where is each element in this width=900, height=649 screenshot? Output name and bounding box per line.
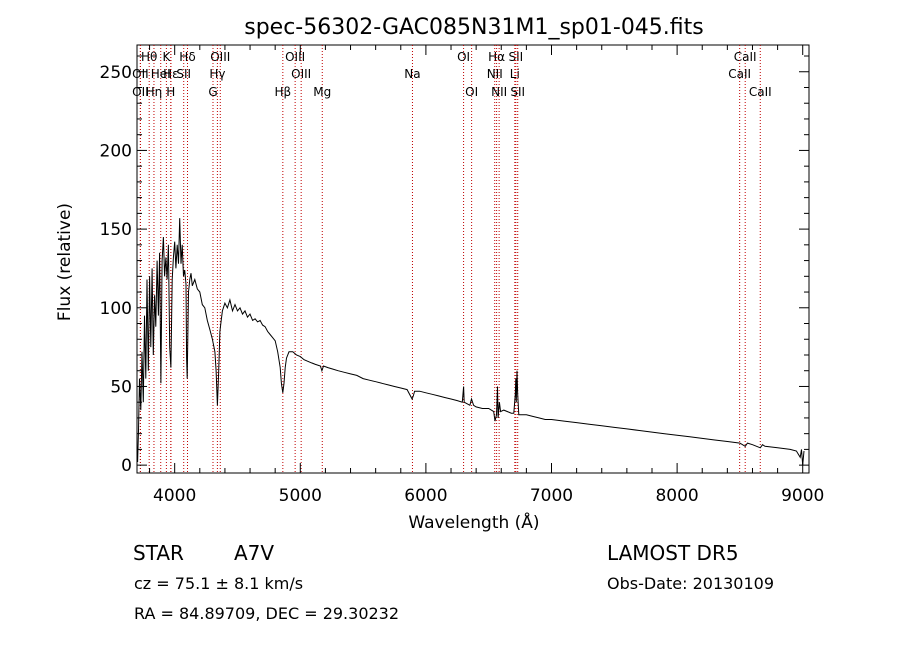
- line-label-SII: SII: [510, 85, 525, 99]
- line-label-OI: OI: [465, 85, 478, 99]
- line-label-CaII: CaII: [749, 85, 772, 99]
- line-label-OII: OII: [132, 85, 149, 99]
- line-label-OII: OII: [132, 67, 149, 81]
- x-tick-label: 4000: [153, 486, 196, 506]
- line-label-Hη: Hη: [146, 85, 163, 99]
- y-tick-label: 0: [121, 456, 132, 476]
- x-tick-label: 9000: [781, 486, 824, 506]
- line-label-NII: NII: [491, 85, 507, 99]
- line-label-OIII: OIII: [291, 67, 311, 81]
- line-label-Hβ: Hβ: [274, 85, 291, 99]
- y-axis-label: Flux (relative): [55, 203, 75, 321]
- line-label-OIII: OIII: [285, 50, 305, 64]
- y-tick-label: 50: [110, 377, 132, 397]
- line-label-SII: SII: [508, 50, 523, 64]
- line-label-Li: Li: [510, 67, 520, 81]
- line-label-CaII: CaII: [728, 67, 751, 81]
- chart-title: spec-56302-GAC085N31M1_sp01-045.fits: [244, 15, 704, 40]
- line-label-Hδ: Hδ: [179, 50, 195, 64]
- line-label-HeI: HeI: [151, 67, 171, 81]
- x-tick-label: 5000: [279, 486, 322, 506]
- x-tick-label: 8000: [655, 486, 698, 506]
- y-tick-label: 250: [100, 63, 132, 83]
- axis-ticks: 4000 5000 6000 7000 8000 9000 0 50 100 150 200 250: [100, 45, 824, 506]
- line-label-Hα: Hα: [488, 50, 505, 64]
- x-tick-label: 6000: [404, 486, 447, 506]
- line-label-Hθ: Hθ: [141, 50, 157, 64]
- redshift-text: cz = 75.1 ± 8.1 km/s: [134, 574, 304, 593]
- line-label-Na: Na: [404, 67, 420, 81]
- object-class: STAR: [133, 541, 184, 565]
- line-label-Mg: Mg: [313, 85, 331, 99]
- coordinates-text: RA = 84.89709, DEC = 29.30232: [134, 604, 400, 623]
- spectrum-line: [136, 218, 805, 466]
- line-label-K: K: [162, 50, 171, 64]
- obs-date-text: Obs-Date: 20130109: [607, 574, 775, 593]
- line-label-CaII: CaII: [734, 50, 757, 64]
- line-label-Hε: Hε: [163, 67, 179, 81]
- line-label-NII: NII: [487, 67, 503, 81]
- line-label-H: H: [166, 85, 175, 99]
- line-label-Hγ: Hγ: [209, 67, 225, 81]
- line-label-SII: SII: [176, 67, 191, 81]
- survey-name: LAMOST DR5: [607, 541, 739, 565]
- x-tick-label: 7000: [530, 486, 573, 506]
- y-tick-label: 150: [100, 220, 132, 240]
- line-label-OIII: OIII: [210, 50, 230, 64]
- object-subclass: A7V: [234, 541, 275, 565]
- y-tick-label: 100: [100, 299, 132, 319]
- line-label-OI: OI: [457, 50, 470, 64]
- line-label-G: G: [208, 85, 217, 99]
- plot-frame: [136, 44, 810, 474]
- y-tick-label: 200: [100, 141, 132, 161]
- x-axis-label: Wavelength (Å): [408, 511, 539, 533]
